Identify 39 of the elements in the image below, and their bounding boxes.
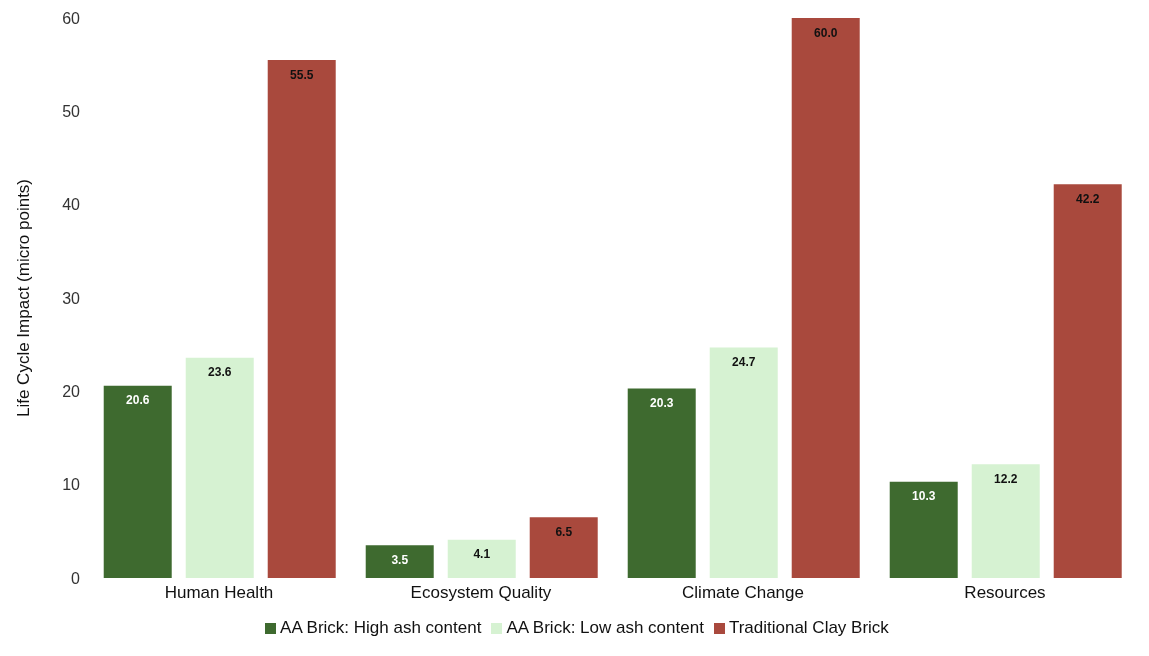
bar [529,517,598,578]
x-tick-label: Ecosystem Quality [410,583,552,603]
y-tick-label: 40 [62,196,81,214]
data-label: 6.5 [555,524,573,539]
data-label: 55.5 [290,67,314,82]
x-tick-label: Resources [964,583,1046,603]
x-tick-label: Climate Change [682,583,804,603]
data-label: 20.6 [126,393,150,408]
bar [447,539,516,578]
y-tick-label: 20 [62,383,81,401]
bar [791,18,860,578]
bar [103,385,172,578]
data-label: 42.2 [1076,191,1100,206]
y-tick-label: 10 [62,476,81,494]
bar [185,357,254,578]
data-label: 12.2 [994,471,1018,486]
bar [971,464,1040,578]
y-tick-label: 30 [62,289,81,307]
legend-label: AA Brick: Low ash content [506,618,704,637]
y-tick-label: 60 [62,9,81,27]
x-tick-label: Human Health [164,583,274,603]
y-tick-label: 50 [62,103,81,121]
bar [889,481,958,578]
data-label: 3.5 [391,552,409,567]
bar [365,545,434,578]
bar [627,388,696,578]
bar [709,347,778,578]
y-axis-title: Life Cycle Impact (micro points) [14,178,34,418]
data-label: 60.0 [814,25,838,40]
legend-label: AA Brick: High ash content [280,618,482,637]
data-label: 20.3 [650,396,674,411]
data-label: 4.1 [473,547,491,562]
bar [267,60,336,578]
legend-label: Traditional Clay Brick [728,618,889,637]
data-label: 23.6 [208,365,232,380]
data-label: 10.3 [912,489,936,504]
data-label: 24.7 [732,354,756,369]
y-tick-label: 0 [71,569,81,587]
bar [1053,184,1122,578]
